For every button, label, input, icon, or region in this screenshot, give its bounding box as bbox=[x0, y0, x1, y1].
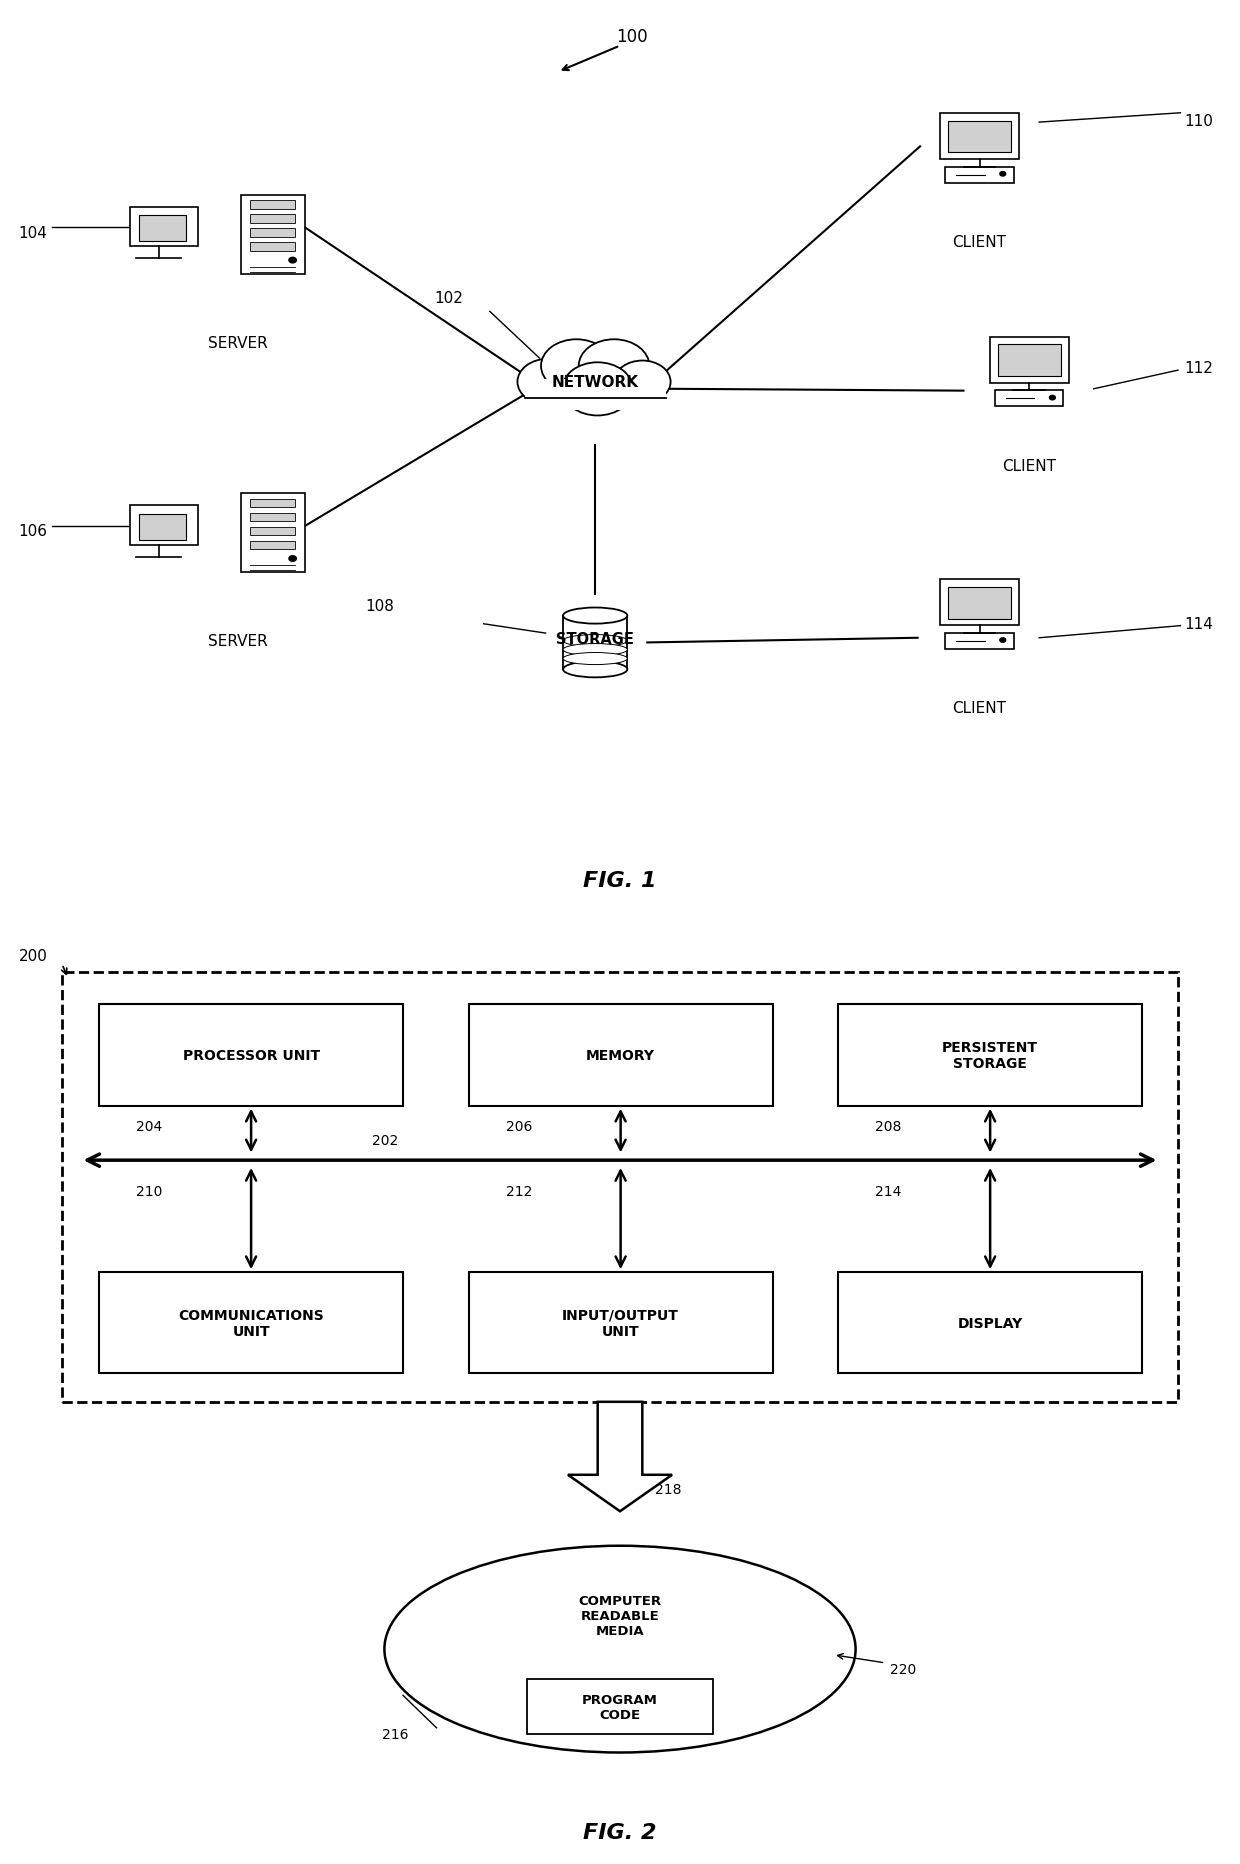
FancyBboxPatch shape bbox=[945, 168, 1014, 183]
Ellipse shape bbox=[384, 1545, 856, 1752]
Circle shape bbox=[999, 639, 1006, 643]
FancyBboxPatch shape bbox=[997, 345, 1060, 377]
FancyBboxPatch shape bbox=[945, 634, 1014, 649]
FancyBboxPatch shape bbox=[940, 580, 1019, 626]
Text: 106: 106 bbox=[19, 524, 47, 539]
FancyBboxPatch shape bbox=[99, 1273, 403, 1374]
Ellipse shape bbox=[563, 636, 627, 647]
Bar bbox=[563, 617, 627, 669]
Text: MEMORY: MEMORY bbox=[587, 1049, 655, 1062]
Ellipse shape bbox=[563, 645, 627, 656]
FancyBboxPatch shape bbox=[250, 216, 295, 224]
Text: SERVER: SERVER bbox=[208, 634, 268, 649]
Text: 104: 104 bbox=[19, 226, 47, 240]
Text: INPUT/OUTPUT
UNIT: INPUT/OUTPUT UNIT bbox=[562, 1309, 680, 1338]
Text: 110: 110 bbox=[1184, 114, 1213, 129]
Circle shape bbox=[1049, 397, 1055, 401]
Text: NETWORK: NETWORK bbox=[552, 375, 639, 390]
Text: 218: 218 bbox=[655, 1482, 681, 1495]
Circle shape bbox=[541, 339, 611, 393]
Text: 100: 100 bbox=[616, 28, 649, 47]
FancyBboxPatch shape bbox=[130, 507, 198, 546]
Text: 220: 220 bbox=[890, 1663, 916, 1676]
Text: DISPLAY: DISPLAY bbox=[957, 1316, 1023, 1331]
FancyBboxPatch shape bbox=[62, 973, 1178, 1402]
FancyBboxPatch shape bbox=[250, 201, 295, 209]
FancyBboxPatch shape bbox=[250, 528, 295, 537]
Ellipse shape bbox=[563, 652, 627, 665]
Circle shape bbox=[562, 363, 632, 416]
FancyBboxPatch shape bbox=[130, 209, 198, 248]
Text: 206: 206 bbox=[506, 1120, 532, 1133]
Ellipse shape bbox=[563, 662, 627, 678]
Text: SERVER: SERVER bbox=[208, 336, 268, 350]
Circle shape bbox=[289, 555, 296, 561]
FancyBboxPatch shape bbox=[241, 494, 305, 574]
Text: 102: 102 bbox=[434, 291, 463, 306]
Circle shape bbox=[614, 362, 671, 404]
Text: 208: 208 bbox=[875, 1120, 901, 1133]
Text: PROCESSOR UNIT: PROCESSOR UNIT bbox=[182, 1049, 320, 1062]
FancyBboxPatch shape bbox=[527, 1679, 713, 1734]
FancyBboxPatch shape bbox=[990, 337, 1069, 384]
Text: 204: 204 bbox=[136, 1120, 162, 1133]
FancyBboxPatch shape bbox=[139, 216, 186, 242]
Text: COMMUNICATIONS
UNIT: COMMUNICATIONS UNIT bbox=[179, 1309, 324, 1338]
Circle shape bbox=[579, 339, 650, 393]
Text: STORAGE: STORAGE bbox=[557, 632, 634, 647]
FancyBboxPatch shape bbox=[250, 513, 295, 522]
Text: 112: 112 bbox=[1184, 362, 1213, 377]
Circle shape bbox=[999, 173, 1006, 177]
Text: 108: 108 bbox=[366, 598, 394, 613]
Text: PROGRAM
CODE: PROGRAM CODE bbox=[582, 1693, 658, 1720]
Text: 202: 202 bbox=[372, 1133, 398, 1148]
Text: FIG. 1: FIG. 1 bbox=[583, 870, 657, 891]
FancyBboxPatch shape bbox=[241, 196, 305, 274]
FancyBboxPatch shape bbox=[250, 500, 295, 507]
FancyBboxPatch shape bbox=[469, 1273, 773, 1374]
FancyBboxPatch shape bbox=[99, 1005, 403, 1105]
Bar bbox=[525, 380, 666, 410]
Text: CLIENT: CLIENT bbox=[952, 701, 1007, 716]
FancyBboxPatch shape bbox=[250, 242, 295, 252]
Text: CLIENT: CLIENT bbox=[1002, 459, 1056, 473]
Text: 216: 216 bbox=[382, 1728, 408, 1741]
Text: 212: 212 bbox=[506, 1184, 532, 1199]
FancyBboxPatch shape bbox=[949, 121, 1012, 153]
Circle shape bbox=[517, 360, 579, 406]
Text: PERSISTENT
STORAGE: PERSISTENT STORAGE bbox=[942, 1040, 1038, 1070]
Text: CLIENT: CLIENT bbox=[952, 235, 1007, 250]
Text: FIG. 2: FIG. 2 bbox=[583, 1821, 657, 1842]
FancyBboxPatch shape bbox=[139, 514, 186, 541]
FancyBboxPatch shape bbox=[838, 1273, 1142, 1374]
Text: 114: 114 bbox=[1184, 617, 1213, 632]
Ellipse shape bbox=[563, 608, 627, 624]
FancyBboxPatch shape bbox=[940, 114, 1019, 160]
FancyBboxPatch shape bbox=[250, 229, 295, 237]
Circle shape bbox=[289, 259, 296, 263]
FancyBboxPatch shape bbox=[469, 1005, 773, 1105]
FancyBboxPatch shape bbox=[994, 391, 1064, 406]
FancyBboxPatch shape bbox=[838, 1005, 1142, 1105]
Text: 214: 214 bbox=[875, 1184, 901, 1199]
FancyBboxPatch shape bbox=[949, 587, 1012, 619]
Text: COMPUTER
READABLE
MEDIA: COMPUTER READABLE MEDIA bbox=[578, 1594, 662, 1637]
Polygon shape bbox=[568, 1402, 672, 1512]
FancyBboxPatch shape bbox=[250, 542, 295, 550]
Text: 200: 200 bbox=[19, 949, 47, 964]
Text: 210: 210 bbox=[136, 1184, 162, 1199]
